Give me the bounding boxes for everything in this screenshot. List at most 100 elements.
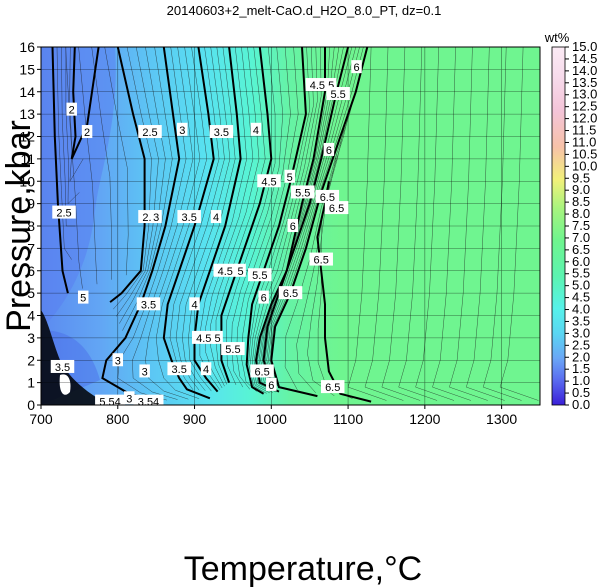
contour-label-text: 5.54 (99, 397, 120, 409)
contour-label: 6 (258, 290, 269, 305)
contour-label-box (167, 362, 191, 376)
contour-label-text: 4 (213, 212, 219, 224)
contour-label-box (278, 286, 303, 300)
colorbar-tick-label: 7.0 (572, 230, 590, 245)
colorbar-tick-label: 12.5 (572, 99, 597, 114)
contour-label-box (124, 391, 135, 405)
contour-label: 4.5 (257, 174, 281, 188)
contour-line-minor (56, 47, 72, 260)
contour-label-text: 2 (69, 105, 75, 117)
y-tick-label: 3 (27, 330, 35, 346)
contour-label-box (221, 342, 245, 356)
colorbar-tick-label: 11.0 (572, 134, 596, 149)
contour-label-text: 3.5 (182, 212, 197, 224)
contour-label-text: 3.54 (138, 397, 159, 409)
contour-line-minor (78, 47, 98, 285)
contour-label-text: 4 (203, 364, 209, 376)
contour-label-text: 3 (115, 355, 121, 367)
low-value-region (41, 47, 116, 330)
contour-label-box (248, 268, 272, 282)
contour-label-text: 6.5 (283, 288, 298, 300)
x-axis-label: Temperature,°C (184, 550, 422, 587)
contour-label: 6.5 (278, 286, 303, 300)
contour-label-text: 6 (268, 380, 274, 392)
contour-label: 4 (210, 210, 222, 224)
colorbar-tick-label: 8.5 (572, 194, 590, 209)
contour-label-text: 4 (191, 299, 197, 311)
contour-label-box (200, 362, 212, 376)
colorbar-tick-label: 1.0 (572, 373, 590, 388)
contour-label: 5 (235, 263, 246, 278)
colorbar (551, 46, 566, 406)
y-tick-label: 9 (27, 196, 35, 212)
contour-label-text: 2 (84, 127, 90, 139)
contour-label: 2.5 (52, 205, 76, 220)
chart-title: 20140603+2_melt-CaO.d_H2O_8.0_PT, dz=0.1 (167, 3, 442, 18)
y-tick-label: 7 (27, 240, 35, 256)
colorbar-tick-label: 3.0 (572, 325, 590, 340)
contour-line-minor (307, 127, 345, 397)
contour-label-text: 5 (215, 333, 221, 345)
contour-label-box (250, 122, 262, 136)
contour-label: 2.5 (138, 125, 162, 139)
contour-label-text: 3.5 (141, 299, 156, 311)
contour-label-box (326, 86, 350, 100)
contour-label-box (66, 102, 77, 116)
contour-label-box (315, 189, 340, 203)
contour-label-box (177, 122, 188, 136)
colorbar-tick-label: 2.5 (572, 337, 590, 352)
y-tick-label: 11 (20, 151, 35, 167)
y-tick-label: 1 (27, 375, 35, 391)
colorbar-unit: wt% (544, 30, 570, 45)
x-tick-label: 900 (183, 411, 207, 427)
solidus-dark-region (41, 310, 110, 405)
contour-label: 6.5 (309, 252, 333, 267)
x-tick-label: 1300 (486, 411, 517, 427)
contour-label: 5 (284, 169, 295, 184)
colorbar-tick-label: 5.5 (572, 266, 590, 281)
y-tick-label: 16 (19, 39, 35, 55)
contour-label-text: 5 (328, 80, 334, 92)
contour-label-text: 5.5 (330, 89, 345, 101)
colorbar-tick-label: 7.5 (572, 218, 590, 233)
contour-label-text: 3.5 (55, 362, 70, 374)
x-tick-label: 1200 (409, 411, 440, 427)
contour-label: 6.5 (324, 201, 349, 215)
contour-label-text: 6.5 (329, 203, 344, 215)
contour-label-box (77, 290, 89, 304)
contour-label-text: 2.5 (56, 208, 71, 220)
y-tick-label: 14 (19, 84, 35, 100)
x-tick-label: 1000 (256, 411, 287, 427)
contour-label-text: 4.5 (310, 80, 325, 92)
y-tick-label: 10 (19, 173, 35, 189)
colorbar-tick-label: 9.0 (572, 182, 590, 197)
contour-label-box (324, 201, 349, 215)
contour-line-major (70, 47, 100, 160)
colorbar-tick-label: 4.5 (572, 290, 590, 305)
contour-label: 6 (351, 60, 362, 74)
contour-label: 3.5 (167, 362, 191, 376)
contour-label: 5 (325, 78, 337, 92)
contour-label: 3 (177, 122, 188, 137)
colorbar-tick-label: 0.0 (572, 397, 590, 412)
contour-label-box (212, 330, 223, 344)
contour-label-box (213, 263, 237, 277)
contour-label: 5 (212, 330, 223, 345)
colorbar-tick-label: 1.5 (572, 361, 590, 376)
contour-label-box (305, 78, 330, 92)
colorbar-tick-label: 10.5 (572, 146, 597, 161)
contour-label-text: 5 (238, 266, 244, 278)
contour-label: 5.5 (221, 342, 245, 356)
contour-label-box (250, 364, 274, 378)
contour-label: 5.54 (95, 394, 126, 409)
y-axis-label: Pressure,kbar (0, 120, 38, 332)
y-tick-label: 5 (27, 285, 35, 301)
x-axis-ticks: 700 800 900 1000 1100 1200 1300 (29, 405, 517, 427)
contour-label-text: 6.5 (314, 255, 329, 267)
contour-label-box (351, 60, 362, 74)
contour-label-box (112, 353, 124, 367)
contour-line-minor (231, 47, 284, 388)
colorbar-tick-label: 11.5 (572, 123, 596, 138)
contour-line-minor (241, 47, 299, 392)
